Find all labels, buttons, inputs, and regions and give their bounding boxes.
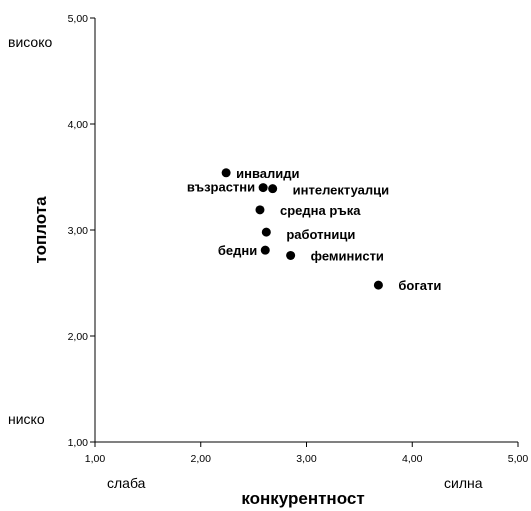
y-tick-label: 2,00 <box>68 331 89 343</box>
x-axis-title: конкурентност <box>241 489 364 508</box>
y-tick-label: 5,00 <box>68 13 89 25</box>
x-tick-label: 5,00 <box>508 453 529 465</box>
data-point <box>373 280 383 290</box>
x-axis-ticks: 1,00 2,00 3,00 4,00 5,00 <box>85 442 529 465</box>
data-point <box>286 250 296 260</box>
y-tick-label: 4,00 <box>68 119 89 131</box>
data-point-label: инвалиди <box>236 166 299 181</box>
data-point-label: богати <box>398 278 441 293</box>
data-point <box>255 205 265 215</box>
data-point-label: интелектуалци <box>293 183 389 198</box>
y-high-annotation: високо <box>8 34 52 50</box>
data-point <box>260 245 270 255</box>
data-point <box>258 183 268 193</box>
data-point <box>268 184 278 194</box>
data-point <box>221 168 231 178</box>
data-point-label: работници <box>286 227 355 242</box>
y-low-annotation: ниско <box>8 411 45 427</box>
x-tick-label: 1,00 <box>85 453 106 465</box>
data-point-label: бедни <box>218 243 257 258</box>
data-point-label: средна ръка <box>280 203 361 218</box>
y-tick-label: 1,00 <box>68 437 89 449</box>
x-tick-label: 2,00 <box>191 453 212 465</box>
x-high-annotation: силна <box>444 475 483 491</box>
data-point <box>261 227 271 237</box>
x-tick-label: 4,00 <box>402 453 423 465</box>
y-axis-title: топлота <box>31 196 50 264</box>
y-tick-label: 3,00 <box>68 225 89 237</box>
data-point-label: феминисти <box>311 248 384 263</box>
x-tick-label: 3,00 <box>296 453 317 465</box>
x-low-annotation: слаба <box>107 475 146 491</box>
data-point-label: възрастни <box>187 180 255 195</box>
y-axis-ticks: 1,00 2,00 3,00 4,00 5,00 <box>68 13 95 449</box>
